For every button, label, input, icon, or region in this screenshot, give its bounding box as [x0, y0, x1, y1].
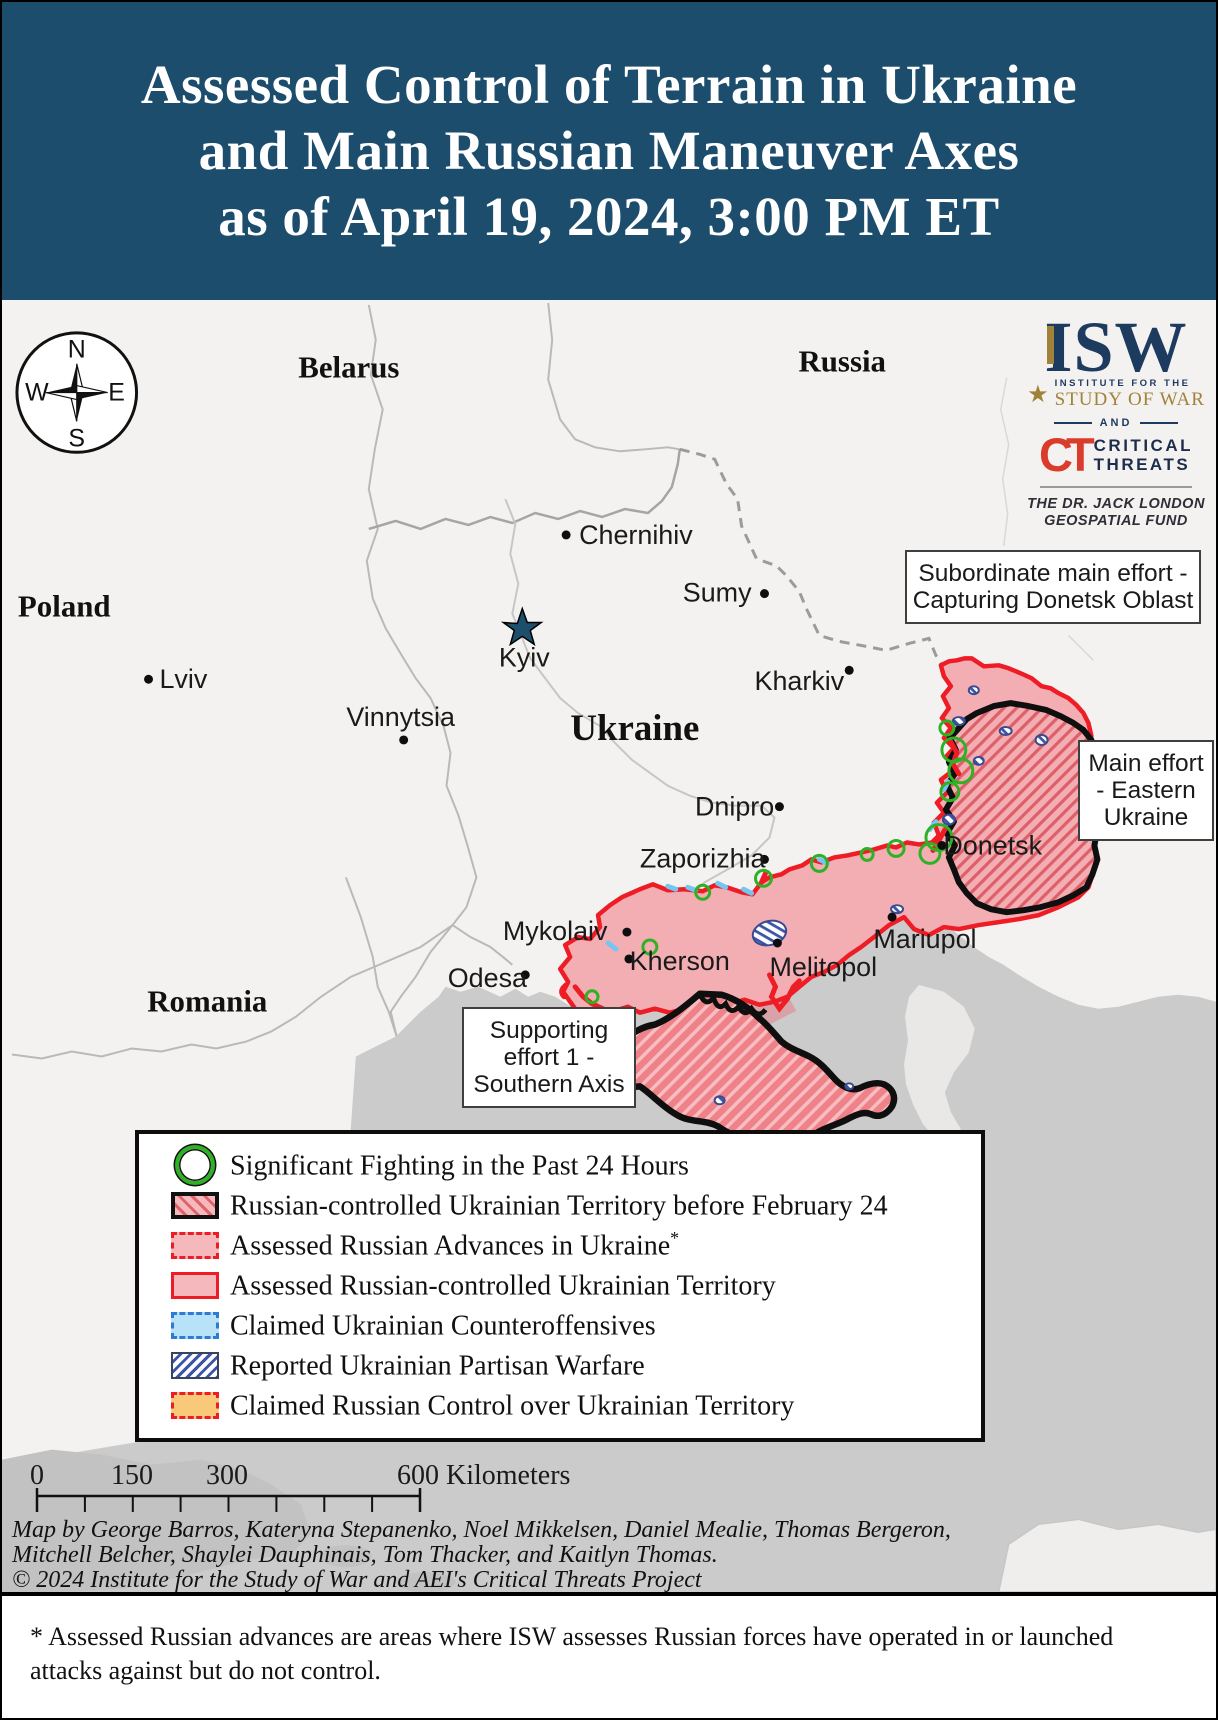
ct-logo-icon: CT [1039, 428, 1095, 481]
callout-subordinate-effort: Subordinate main effort - Capturing Done… [905, 550, 1201, 624]
compass-e: E [108, 379, 125, 407]
scale-600: 600 Kilometers [397, 1460, 570, 1491]
claimed-control-icon [171, 1391, 219, 1419]
scale-0: 0 [30, 1460, 44, 1491]
island-silhouette [395, 1572, 456, 1592]
compass-w: W [25, 379, 49, 407]
city-label-sumy: Sumy [683, 578, 752, 608]
scale-150: 150 [111, 1460, 153, 1491]
city-label-vinnytsia: Vinnytsia [346, 702, 455, 732]
island-silhouette [319, 1545, 372, 1568]
logo-divider [1040, 486, 1192, 488]
city-dot-melitopol [772, 938, 782, 948]
legend-row-fighting: Significant Fighting in the Past 24 Hour… [139, 1145, 981, 1185]
city-dot-dnipro [774, 802, 784, 812]
fighting-circle-icon [175, 1145, 215, 1185]
country-label-poland: Poland [18, 589, 111, 624]
country-label-belarus: Belarus [298, 350, 399, 385]
footnote: * Assessed Russian advances are areas wh… [2, 1596, 1216, 1718]
critical-threats-text: CRITICAL THREATS [1093, 436, 1193, 474]
header: Assessed Control of Terrain in Ukraine a… [2, 2, 1216, 300]
city-dot-lviv [144, 674, 154, 684]
callout-main-effort: Main effort - Eastern Ukraine [1078, 740, 1214, 841]
scale-300: 300 [206, 1460, 248, 1491]
city-dot-donetsk [937, 840, 947, 850]
russian-advances-icon [171, 1231, 219, 1259]
city-label-donetsk: Donetsk [943, 830, 1042, 860]
city-label-melitopol: Melitopol [769, 952, 877, 982]
city-label-kherson: Kherson [630, 946, 730, 976]
map-credits: Map by George Barros, Kateryna Stepanenk… [12, 1518, 951, 1593]
map-area: Chernihiv Sumy Kyiv Lviv Vinnytsia Khark… [2, 300, 1216, 1596]
credits-line-3: © 2024 Institute for the Study of War an… [12, 1567, 702, 1593]
prewar-donbas-area [942, 700, 1101, 916]
city-label-kyiv: Kyiv [499, 642, 550, 672]
city-label-lviv: Lviv [159, 664, 207, 694]
city-label-dnipro: Dnipro [695, 792, 774, 822]
isw-ct-logo: ISW ★ INSTITUTE FOR THE STUDY OF WAR AND… [1020, 307, 1212, 530]
city-label-kharkiv: Kharkiv [755, 666, 845, 696]
city-dot-kherson [624, 954, 634, 964]
fighting-circles [584, 719, 975, 1005]
isw-wordmark: ISW [1044, 307, 1188, 387]
country-label-romania: Romania [147, 984, 267, 1019]
credits-line-2: Mitchell Belcher, Shaylei Dauphinais, To… [12, 1542, 718, 1568]
oblast-borders [999, 377, 1094, 661]
credits-line-1: Map by George Barros, Kateryna Stepanenk… [12, 1517, 951, 1543]
belarus-ukraine-border [368, 449, 682, 531]
russia-ukraine-border [679, 447, 943, 665]
title-line-1: Assessed Control of Terrain in Ukraine [140, 54, 1078, 115]
city-dot-vinnytsia [399, 735, 409, 745]
geospatial-fund-text: THE DR. JACK LONDON GEOSPATIAL FUND [1027, 496, 1205, 529]
turkey-coast [997, 1518, 1216, 1592]
prewar-territory-icon [171, 1191, 219, 1219]
compass-s: S [68, 424, 85, 452]
legend-row-partisan: Reported Ukrainian Partisan Warfare [139, 1345, 981, 1385]
title-line-2: and Main Russian Maneuver Axes [198, 120, 1020, 181]
isw-gold-accent [1047, 326, 1055, 364]
city-label-mykolaiv: Mykolaiv [503, 916, 608, 946]
country-label-russia: Russia [798, 344, 886, 379]
institute-text: INSTITUTE FOR THE [1054, 378, 1191, 389]
taman-peninsula [904, 984, 975, 1145]
legend-row-advances: Assessed Russian Advances in Ukraine* [139, 1225, 981, 1265]
isw-star-icon: ★ [1027, 380, 1049, 408]
city-label-odesa: Odesa [448, 963, 527, 993]
city-label-mariupol: Mariupol [873, 924, 976, 954]
city-dot-mykolaiv [622, 927, 632, 937]
scale-bar: 0 150 300 600 Kilometers [10, 1458, 570, 1525]
balkan-coast-silhouette [2, 1449, 311, 1592]
syvash-squiggle [697, 992, 768, 1017]
legend-row-counteroffensives: Claimed Ukrainian Counteroffensives [139, 1305, 981, 1345]
city-dots [144, 530, 947, 980]
map-legend: Significant Fighting in the Past 24 Hour… [135, 1130, 985, 1442]
russian-controlled-icon [171, 1271, 219, 1299]
city-dot-sumy [760, 589, 769, 599]
partisan-areas [713, 685, 1049, 1106]
legend-row-prewar: Russian-controlled Ukrainian Territory b… [139, 1185, 981, 1225]
compass-rose-icon: N S W E [15, 331, 139, 454]
partisan-warfare-icon [171, 1351, 219, 1379]
footnote-text: * Assessed Russian advances are areas wh… [30, 1622, 1114, 1685]
legend-row-controlled: Assessed Russian-controlled Ukrainian Te… [139, 1265, 981, 1305]
compass-n: N [68, 336, 86, 364]
kyiv-star-icon [500, 606, 544, 647]
legend-row-claimed: Claimed Russian Control over Ukrainian T… [139, 1385, 981, 1425]
country-label-ukraine: Ukraine [570, 707, 699, 748]
city-dot-chernihiv [561, 530, 571, 540]
city-dot-zaporizhia [760, 854, 769, 864]
city-dot-mariupol [887, 912, 897, 922]
city-label-zaporizhia: Zaporizhia [640, 843, 766, 873]
callout-supporting-effort: Supporting effort 1 - Southern Axis [462, 1007, 636, 1108]
study-of-war-text: STUDY OF WAR [1054, 389, 1205, 410]
city-dot-kharkiv [844, 665, 854, 675]
city-label-chernihiv: Chernihiv [579, 520, 693, 550]
counteroffensives-icon [171, 1311, 219, 1339]
title-line-3: as of April 19, 2024, 3:00 PM ET [218, 186, 1000, 247]
and-divider: AND [1020, 417, 1212, 429]
city-dot-odesa [520, 970, 530, 980]
